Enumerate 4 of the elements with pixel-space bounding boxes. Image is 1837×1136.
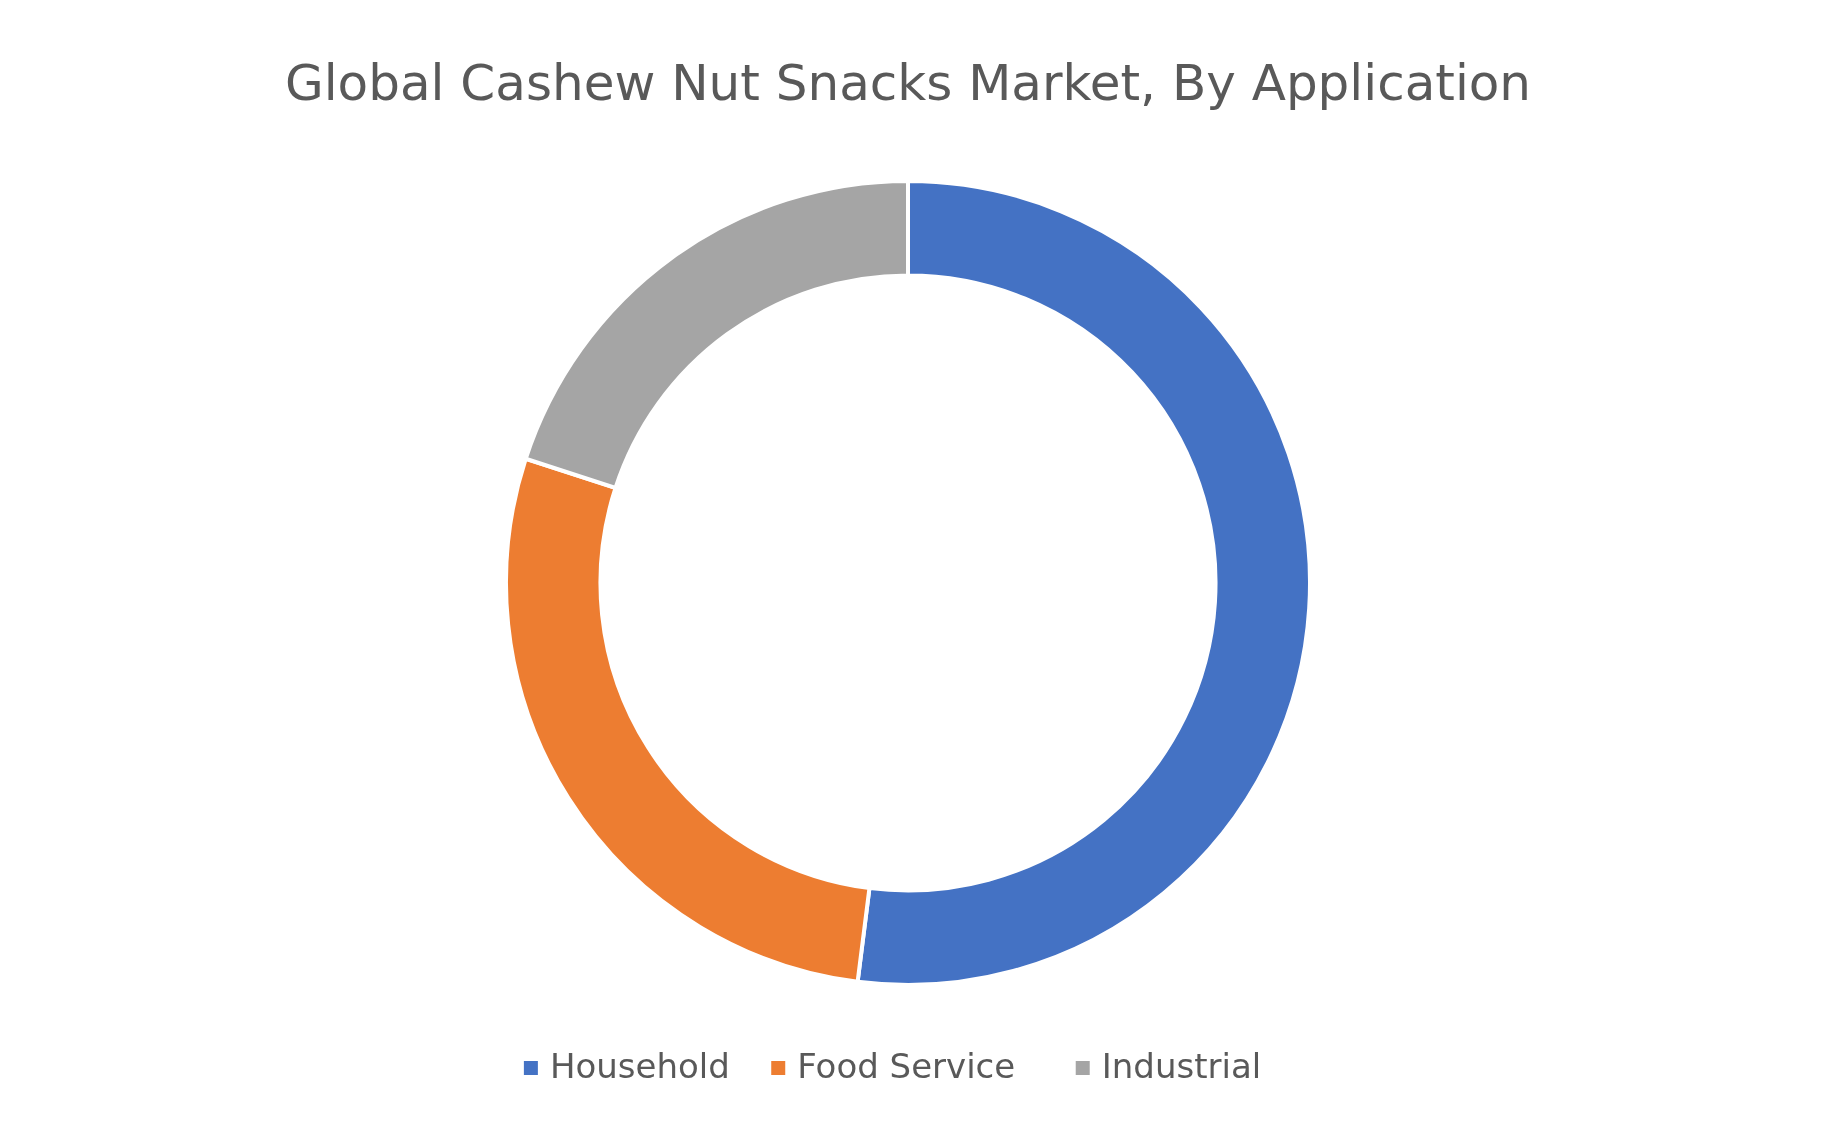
legend-label: Industrial [1101, 1046, 1262, 1086]
chart-title: Global Cashew Nut Snacks Market, By Application [284, 54, 1532, 112]
legend-label: Household [549, 1046, 730, 1086]
legend-label: Food Service [797, 1046, 1016, 1086]
